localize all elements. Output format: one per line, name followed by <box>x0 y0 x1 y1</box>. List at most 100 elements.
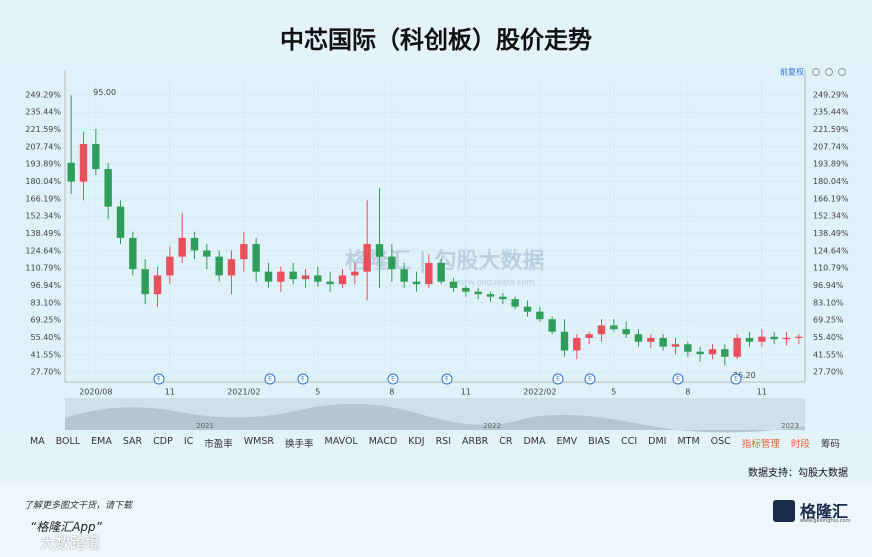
navigator-year: 2023 <box>781 422 799 430</box>
footer: 了解更多图文干货，请下载 “格隆汇App” 大数跨境 格隆汇 www.gelon… <box>0 484 872 557</box>
indicator-tab[interactable]: 市盈率 <box>204 439 233 450</box>
y-tick-label: 124.64% <box>25 246 61 255</box>
candle-body <box>215 256 223 276</box>
indicator-tab[interactable]: MTM <box>677 436 700 447</box>
event-marker-label: E <box>157 376 161 383</box>
y-tick-label: 235.44% <box>25 108 61 117</box>
logo-icon <box>773 500 795 522</box>
indicator-tab[interactable]: CCI <box>621 436 638 447</box>
candle-body <box>190 237 199 251</box>
x-tick-label: 8 <box>685 388 690 397</box>
y2-tick-label: 235.44% <box>813 108 849 117</box>
y-tick-label: 69.25% <box>30 316 61 325</box>
indicator-tab[interactable]: KDJ <box>408 436 425 447</box>
candle-body <box>449 281 458 288</box>
x-tick-label: 11 <box>757 388 767 397</box>
candle-body <box>129 237 137 270</box>
candle-body <box>277 271 285 282</box>
y-tick-label: 166.19% <box>25 194 61 203</box>
candle-body <box>289 271 297 280</box>
indicator-tab[interactable]: MA <box>30 436 45 447</box>
indicator-tab[interactable]: IC <box>183 436 194 447</box>
candle-body <box>375 244 384 257</box>
event-marker <box>672 373 684 385</box>
y2-tick-label: 110.79% <box>813 264 849 273</box>
logo: 格隆汇 <box>800 502 849 521</box>
indicator-tab[interactable]: EMA <box>91 436 112 447</box>
y-tick-label: 110.79% <box>25 264 61 273</box>
y2-tick-label: 124.64% <box>813 246 849 255</box>
candle-body <box>166 256 174 276</box>
indicator-tab[interactable]: SAR <box>122 436 143 447</box>
footer-line1: 了解更多图文干货，请下载 <box>24 501 133 511</box>
candle-body <box>314 275 322 282</box>
candle-body <box>67 162 75 182</box>
event-marker-label: E <box>445 376 449 383</box>
indicator-tab[interactable]: ARBR <box>462 436 489 447</box>
y-tick-label: 180.04% <box>25 177 61 186</box>
indicator-tab[interactable]: DMI <box>648 436 667 447</box>
indicator-tab[interactable]: WMSR <box>243 436 275 447</box>
candle-body <box>412 281 421 285</box>
indicator-tab[interactable]: BIAS <box>588 436 611 447</box>
x-tick-label: 2021/02 <box>227 388 260 397</box>
candle-body <box>141 269 149 295</box>
footer-corner: 大数跨境 <box>40 534 101 552</box>
candle-body <box>511 299 519 307</box>
indicator-tab[interactable]: EMV <box>556 436 578 447</box>
candle-body <box>745 337 754 342</box>
candle-body <box>227 259 236 276</box>
indicator-tab[interactable]: RSI <box>435 436 452 447</box>
candle-body <box>264 271 273 282</box>
event-marker-label: E <box>391 376 395 383</box>
event-marker-label: E <box>301 376 305 383</box>
navigator-year: 2021 <box>196 422 214 430</box>
x-tick-label: 5 <box>611 388 616 397</box>
high-annotation: 95.00 <box>93 88 116 97</box>
candle-body <box>560 331 569 351</box>
candle-body <box>770 336 778 340</box>
candle-body <box>523 306 532 312</box>
y2-tick-label: 193.89% <box>813 160 849 169</box>
y2-tick-label: 207.74% <box>813 142 849 151</box>
y-tick-label: 41.55% <box>30 350 61 359</box>
y2-tick-label: 249.29% <box>813 90 849 99</box>
candle-body <box>634 334 643 342</box>
candle-body <box>721 349 729 357</box>
extra-tab[interactable]: 筹码 <box>820 439 840 450</box>
y2-tick-label: 55.40% <box>813 333 844 342</box>
event-marker-label: E <box>676 376 680 383</box>
source: 数据支持：勾股大数据 <box>748 468 848 479</box>
indicator-tab[interactable]: BOLL <box>55 436 81 447</box>
candle-body <box>79 144 88 182</box>
y-tick-label: 27.70% <box>30 368 61 377</box>
y2-tick-label: 96.94% <box>813 281 844 290</box>
y-tick-label: 83.10% <box>30 298 61 307</box>
x-tick-label: 5 <box>315 388 320 397</box>
indicator-tab[interactable]: MAVOL <box>324 436 358 447</box>
adjust-button[interactable]: 前复权 <box>780 67 804 77</box>
y2-tick-label: 138.49% <box>813 229 849 238</box>
indicator-tab[interactable]: DMA <box>523 436 546 447</box>
indicator-tab[interactable]: CDP <box>153 436 173 447</box>
indicator-tab[interactable]: MACD <box>368 436 398 447</box>
y2-tick-label: 221.59% <box>813 125 849 134</box>
indicator-tab[interactable]: CR <box>499 436 513 447</box>
candle-body <box>104 169 112 207</box>
indicator-tab[interactable]: OSC <box>710 436 731 447</box>
candle-body <box>573 337 581 351</box>
y2-tick-label: 41.55% <box>813 350 844 359</box>
extra-tab[interactable]: 时段 <box>790 439 810 450</box>
indicator-tab[interactable]: 换手率 <box>285 439 314 450</box>
y2-tick-label: 69.25% <box>813 316 844 325</box>
navigator-year: 2022 <box>483 422 501 430</box>
candle-body <box>153 275 162 295</box>
y-tick-label: 96.94% <box>30 281 61 290</box>
candle-body <box>252 244 260 272</box>
event-marker <box>297 373 309 385</box>
indicator-manage[interactable]: 指标管理 <box>741 439 780 450</box>
event-marker <box>730 373 742 385</box>
y-tick-label: 152.34% <box>25 212 61 221</box>
candle-body <box>758 336 766 342</box>
